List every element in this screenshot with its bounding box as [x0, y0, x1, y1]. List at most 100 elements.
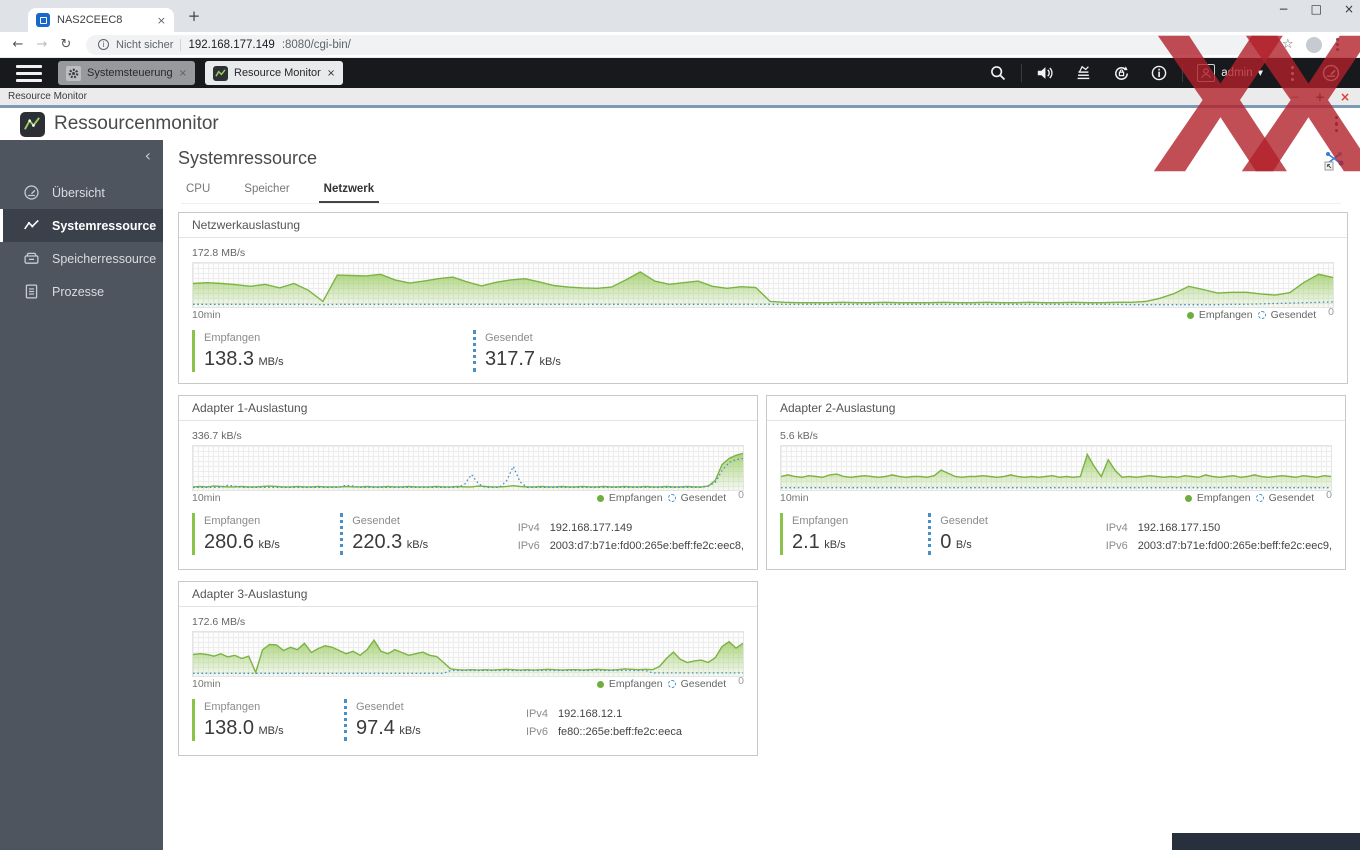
stat-received: Empfangen 2.1 kB/s — [780, 513, 928, 555]
qnap-tab-resource-monitor[interactable]: Resource Monitor × — [205, 61, 344, 85]
resource-monitor-app-icon — [20, 111, 45, 137]
sidebar-item-label: Speicherressource — [52, 251, 157, 266]
ip-info: IPv4 192.168.177.149 IPv6 2003:d7:b71e:fd0… — [518, 513, 744, 558]
sync-lock-icon[interactable] — [1102, 64, 1140, 83]
stat-label: Empfangen — [204, 515, 261, 527]
stat-sent: Gesendet 317.7 kB/s — [473, 330, 561, 372]
back-icon[interactable]: ← — [12, 37, 24, 52]
browser-menu-icon[interactable] — [1335, 38, 1339, 51]
adapter1-usage-chart — [192, 445, 744, 491]
app-close-icon[interactable]: × — [1339, 89, 1350, 104]
search-icon[interactable] — [979, 64, 1017, 82]
chart-legend: Empfangen Gesendet 0 — [596, 489, 744, 504]
user-avatar-icon[interactable] — [1197, 64, 1216, 82]
app-minimize-icon[interactable]: − — [1289, 89, 1300, 104]
new-tab-button[interactable]: + — [187, 7, 201, 25]
stat-unit: kB/s — [399, 725, 421, 737]
main-content: Systemressource CPU Speicher Netzwerk Ne… — [163, 140, 1360, 850]
legend-sent-label: Gesendet — [1270, 309, 1317, 321]
sidebar-item-systemressource[interactable]: Systemressource — [0, 209, 163, 242]
page-title: Systemressource — [178, 148, 318, 168]
qnap-tab-systemsteuerung[interactable]: Systemsteuerung × — [58, 61, 195, 85]
adapter3-usage-chart — [192, 631, 744, 677]
sidebar-collapse-icon[interactable]: ‹ — [144, 146, 151, 165]
ipv6-value: 2003:d7:b71e:fd00:265e:beff:fe2c:eec8, — [549, 540, 744, 552]
panel-title: Adapter 3-Auslastung — [179, 582, 757, 607]
app-window-top-border — [0, 105, 1360, 108]
info-icon[interactable] — [1140, 64, 1178, 82]
app-maximize-icon[interactable]: + — [1314, 89, 1325, 104]
panel-title: Netzwerkauslastung — [179, 213, 1347, 238]
background-tasks-icon[interactable] — [1064, 64, 1102, 82]
app-window-title: Resource Monitor — [8, 91, 87, 102]
reload-icon[interactable]: ↻ — [60, 37, 72, 52]
stat-label: Empfangen — [204, 701, 261, 713]
browser-tabstrip: NAS2CEEC8 × + − □ × — [0, 0, 1360, 32]
browser-profile-avatar[interactable] — [1305, 36, 1322, 53]
ipv6-value: 2003:d7:b71e:fd00:265e:beff:fe2c:eec9, — [1137, 540, 1332, 552]
qnap-tab-close-icon[interactable]: × — [326, 67, 336, 79]
window-minimize-icon[interactable]: − — [1278, 2, 1289, 16]
legend-sent-icon — [1255, 494, 1264, 502]
sidebar-item-prozesse[interactable]: Prozesse — [0, 275, 163, 308]
panel-netzwerkauslastung: Netzwerkauslastung 172.8 MB/s 10min Empf… — [178, 212, 1348, 384]
gear-icon — [66, 65, 81, 81]
legend-received-label: Empfangen — [608, 492, 663, 504]
tab-netzwerk[interactable]: Netzwerk — [318, 183, 380, 203]
url-host: 192.168.177.149 — [188, 38, 275, 51]
y-max-label: 172.6 MB/s — [192, 616, 246, 628]
stat-received: Empfangen 138.3 MB/s — [192, 330, 473, 372]
stat-label: Empfangen — [792, 515, 849, 527]
browser-toolbar: ← → ↻ i Nicht sicher 192.168.177.149:808… — [0, 32, 1360, 58]
adapter2-usage-chart — [780, 445, 1332, 491]
user-dropdown-icon[interactable]: ▼ — [1257, 69, 1263, 77]
panel-adapter2: Adapter 2-Auslastung 5.6 kB/s 10min Empf… — [766, 395, 1346, 570]
app-window-titlebar: Resource Monitor − + × — [0, 88, 1360, 105]
tab-close-icon[interactable]: × — [156, 13, 166, 27]
bookmark-star-icon[interactable]: ☆ — [1282, 37, 1294, 52]
stat-unit: kB/s — [824, 539, 846, 551]
network-topology-icon[interactable] — [1322, 150, 1346, 172]
stat-label: Gesendet — [352, 515, 400, 527]
ipv6-label: IPv6 — [1105, 540, 1128, 552]
gauge-icon — [22, 184, 40, 201]
browser-tab[interactable]: NAS2CEEC8 × — [28, 8, 174, 32]
window-maximize-icon[interactable]: □ — [1310, 2, 1322, 16]
stat-received: Empfangen 280.6 kB/s — [192, 513, 340, 555]
corner-dark-panel — [1172, 833, 1360, 850]
sidebar-item-speicherressource[interactable]: Speicherressource — [0, 242, 163, 275]
legend-received-icon — [1184, 494, 1192, 502]
app-menu-icon[interactable] — [1334, 115, 1338, 133]
line-chart-icon — [22, 217, 40, 234]
ip-info: IPv4 192.168.177.150 IPv6 2003:d7:b71e:fd0… — [1106, 513, 1332, 558]
sidebar: ‹ Übersicht Systemressource — [0, 140, 163, 850]
sidebar-item-label: Übersicht — [52, 185, 105, 200]
more-options-icon[interactable] — [1291, 65, 1294, 81]
volume-icon[interactable] — [1026, 64, 1064, 82]
y-max-label: 336.7 kB/s — [192, 430, 242, 442]
tab-speicher[interactable]: Speicher — [244, 183, 290, 195]
stat-value: 97.4 — [356, 717, 395, 739]
tab-cpu[interactable]: CPU — [186, 183, 211, 195]
qnap-tab-label: Systemsteuerung — [87, 67, 173, 79]
ipv6-label: IPv6 — [526, 726, 549, 738]
legend-sent-icon — [667, 494, 676, 502]
main-menu-icon[interactable] — [16, 64, 42, 82]
dashboard-gauge-icon[interactable] — [1312, 63, 1350, 83]
stat-sent: Gesendet 0 B/s — [928, 513, 1105, 555]
site-info-icon[interactable]: i — [98, 39, 109, 50]
network-usage-chart — [192, 262, 1334, 308]
url-bar[interactable]: i Nicht sicher 192.168.177.149:8080/cgi-… — [86, 34, 1272, 55]
stat-value: 138.0 — [204, 717, 255, 739]
qnap-tab-close-icon[interactable]: × — [178, 67, 187, 79]
toolbar-separator — [1021, 64, 1023, 82]
qnap-favicon-icon — [36, 13, 50, 27]
window-close-icon[interactable]: × — [1343, 2, 1354, 16]
process-list-icon — [22, 283, 40, 300]
qnap-tab-label: Resource Monitor — [234, 67, 321, 79]
username-label[interactable]: admin — [1221, 67, 1253, 79]
stat-unit: MB/s — [258, 356, 284, 368]
chart-legend: Empfangen Gesendet 0 — [1184, 489, 1332, 504]
sidebar-item-uebersicht[interactable]: Übersicht — [0, 176, 163, 209]
